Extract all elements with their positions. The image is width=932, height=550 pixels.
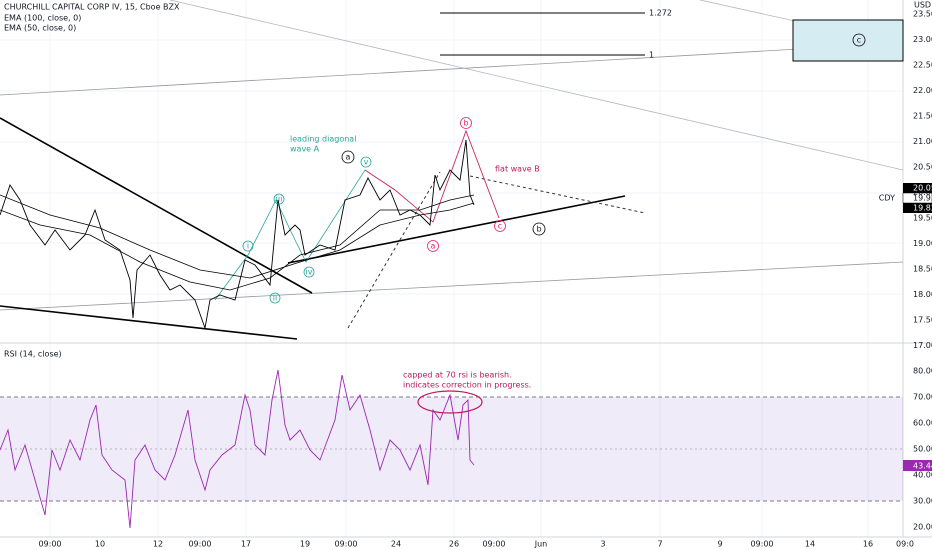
price-label: 18.50 <box>913 265 932 274</box>
wave-markers <box>242 33 866 304</box>
time-label: 19 <box>300 540 310 549</box>
price-label: 18.00 <box>913 290 932 299</box>
symbol: CHURCHILL CAPITAL CORP IV, 15, Cboe BZX <box>4 3 180 12</box>
time-label: 14 <box>805 540 815 549</box>
texts: CHURCHILL CAPITAL CORP IV, 15, Cboe BZX … <box>4 1 931 390</box>
time-label: 09:00 <box>750 540 773 549</box>
time-label: 09:0 <box>896 540 914 549</box>
wave-label: iv <box>306 268 313 277</box>
price-label: 22.50 <box>913 61 932 70</box>
price-label: 17.00 <box>913 341 932 350</box>
indicator: EMA (100, close, 0) <box>4 14 81 23</box>
price-ema: 19.93 <box>913 194 932 203</box>
price-tag <box>903 203 932 213</box>
price-label: 22.00 <box>913 86 932 95</box>
price-series <box>0 139 475 330</box>
rsi-label: 80.00 <box>913 367 932 376</box>
indicator: EMA (50, close, 0) <box>4 24 76 33</box>
price-label: 21.00 <box>913 137 932 146</box>
time-label: 09:00 <box>38 540 61 549</box>
wave-label: iii <box>276 195 283 204</box>
wave-label: v <box>364 158 369 167</box>
note: capped at 70 rsi is bearish. <box>403 371 512 380</box>
price-label: 20.00 <box>913 188 932 197</box>
rsi-label: 30.00 <box>913 497 932 506</box>
price-tag <box>903 183 932 193</box>
note: indicates correction in progress. <box>403 381 531 390</box>
currency: USD <box>914 1 931 10</box>
highlight <box>417 390 483 414</box>
time-label: 10 <box>95 540 105 549</box>
fib-label: 1 <box>649 51 654 60</box>
wave-label: i <box>247 242 249 251</box>
wave-label: c <box>498 222 502 231</box>
time-label: 12 <box>153 540 163 549</box>
rsi-label: 70.00 <box>913 393 932 402</box>
symbol-tag: CDY <box>879 194 895 203</box>
time-label: 3 <box>600 540 605 549</box>
rsi-series <box>0 369 475 529</box>
price-ema: 19.82 <box>913 204 932 213</box>
note: flat wave B <box>495 165 540 174</box>
time-label: 09:00 <box>334 540 357 549</box>
rsi-label: 40.00 <box>913 471 932 480</box>
wave-label: a <box>346 153 351 162</box>
wave-label: b <box>463 119 468 128</box>
note: leading diagonal <box>290 135 356 144</box>
price-label: 21.50 <box>913 112 932 121</box>
grid <box>0 0 903 537</box>
time-label: 7 <box>657 540 662 549</box>
price-label: 23.00 <box>913 35 932 44</box>
indicator: RSI (14, close) <box>4 350 62 359</box>
wave-label: b <box>536 225 541 234</box>
time-label: 09:00 <box>482 540 505 549</box>
time-label: 16 <box>863 540 873 549</box>
time-label: Jun <box>534 540 548 549</box>
rsi-label: 20.00 <box>913 523 932 532</box>
wave-label: ii <box>273 294 277 303</box>
wave-label: c <box>857 36 861 45</box>
time-label: 24 <box>391 540 401 549</box>
note: wave A <box>290 145 320 154</box>
price-label: 17.50 <box>913 316 932 325</box>
drawings <box>0 0 904 340</box>
wave-label: a <box>431 242 436 251</box>
rsi-label: 60.00 <box>913 419 932 428</box>
price-label: 19.00 <box>913 239 932 248</box>
time-label: 26 <box>449 540 459 549</box>
rsi-last: 43.44 <box>913 462 932 471</box>
rsi-tag <box>903 460 932 471</box>
fib-label: 1.272 <box>649 9 672 18</box>
price-label: 19.50 <box>913 214 932 223</box>
time-label: 09:00 <box>188 540 211 549</box>
rsi-label: 50.00 <box>913 445 932 454</box>
price-last: 20.05 <box>913 184 932 193</box>
time-label: 17 <box>241 540 251 549</box>
price-label: 23.50 <box>913 10 932 19</box>
time-label: 9 <box>717 540 722 549</box>
price-label: 20.50 <box>913 163 932 172</box>
